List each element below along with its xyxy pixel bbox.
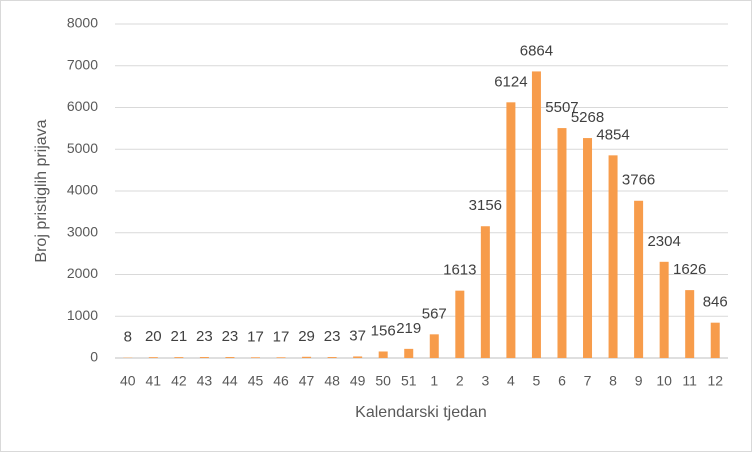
bar: [378, 351, 388, 358]
data-label: 3766: [622, 172, 655, 189]
x-tick-label: 48: [324, 373, 340, 389]
data-label: 23: [324, 328, 341, 345]
data-label: 567: [422, 305, 447, 322]
x-tick-label: 1: [430, 373, 438, 389]
data-label: 17: [247, 328, 264, 345]
x-tick-label: 41: [146, 373, 162, 389]
data-label: 6124: [494, 73, 527, 90]
data-label: 17: [273, 328, 290, 345]
x-tick-label: 8: [609, 373, 617, 389]
data-label: 23: [222, 328, 239, 345]
y-tick-label: 2000: [67, 265, 98, 281]
bar: [608, 155, 618, 358]
bar: [531, 71, 541, 358]
bar: [583, 138, 593, 358]
data-label: 4854: [596, 126, 629, 143]
x-tick-label: 10: [656, 373, 672, 389]
x-tick-label: 51: [401, 373, 417, 389]
bar: [327, 357, 337, 358]
data-label: 3156: [469, 197, 502, 214]
data-label: 8: [124, 329, 132, 346]
bar: [404, 348, 414, 358]
y-tick-label: 7000: [67, 56, 98, 72]
data-label: 5268: [571, 109, 604, 126]
x-tick-label: 3: [481, 373, 489, 389]
bar: [276, 357, 286, 358]
x-tick-label: 6: [558, 373, 566, 389]
bar: [429, 334, 439, 358]
data-label: 846: [703, 294, 728, 311]
y-tick-label: 6000: [67, 98, 98, 114]
bar: [225, 357, 235, 358]
bar: [634, 200, 644, 358]
x-tick-label: 45: [248, 373, 264, 389]
x-tick-label: 42: [171, 373, 187, 389]
y-axis-title: Broj pristiglih prijava: [33, 119, 50, 262]
data-label: 1613: [443, 262, 476, 279]
bar: [557, 128, 567, 358]
bar: [250, 357, 260, 358]
y-tick-label: 4000: [67, 182, 98, 198]
x-axis-title: Kalendarski tjedan: [355, 404, 487, 421]
y-tick-label: 5000: [67, 140, 98, 156]
data-label: 1626: [673, 261, 706, 278]
data-label: 2304: [647, 233, 680, 250]
bar: [199, 357, 209, 358]
x-tick-label: 47: [299, 373, 315, 389]
x-tick-label: 46: [273, 373, 289, 389]
bar: [506, 102, 516, 358]
x-tick-label: 5: [533, 373, 541, 389]
data-label: 5507: [545, 99, 578, 116]
y-tick-label: 3000: [67, 223, 98, 239]
x-tick-label: 7: [584, 373, 592, 389]
x-tick-label: 12: [707, 373, 723, 389]
bar: [480, 226, 490, 358]
data-label: 219: [396, 320, 421, 337]
x-tick-label: 40: [120, 373, 136, 389]
data-label: 21: [171, 328, 188, 345]
bar: [710, 322, 720, 358]
bar: [302, 356, 312, 358]
data-label: 37: [349, 327, 366, 344]
data-label: 20: [145, 328, 162, 345]
x-tick-label: 44: [222, 373, 238, 389]
bar: [685, 290, 695, 358]
y-tick-label: 1000: [67, 307, 98, 323]
data-label: 156: [371, 322, 396, 339]
bar: [148, 357, 158, 358]
x-tick-label: 49: [350, 373, 366, 389]
bar: [455, 290, 465, 358]
data-label: 29: [298, 328, 315, 345]
bar: [174, 357, 184, 358]
x-tick-label: 50: [375, 373, 391, 389]
bar: [659, 261, 669, 358]
data-label: 6864: [520, 42, 553, 59]
y-tick-label: 8000: [67, 15, 98, 31]
data-label: 23: [196, 328, 213, 345]
x-tick-label: 2: [456, 373, 464, 389]
x-tick-label: 11: [682, 373, 697, 389]
x-tick-label: 9: [635, 373, 643, 389]
bar: [353, 356, 363, 358]
y-tick-label: 0: [90, 349, 98, 365]
x-tick-label: 43: [197, 373, 213, 389]
x-tick-label: 4: [507, 373, 515, 389]
